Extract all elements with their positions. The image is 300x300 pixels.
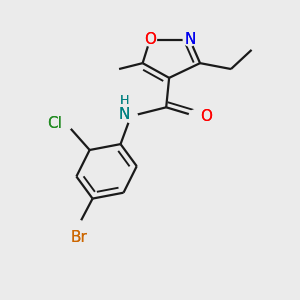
Text: O: O (144, 32, 156, 47)
Circle shape (60, 117, 73, 130)
Circle shape (189, 110, 202, 123)
Circle shape (71, 220, 84, 233)
Text: H: H (120, 94, 129, 107)
Text: Br: Br (71, 230, 88, 245)
Text: Cl: Cl (47, 116, 62, 131)
Circle shape (183, 33, 196, 46)
Circle shape (124, 110, 137, 123)
Text: N: N (118, 107, 129, 122)
Text: O: O (144, 32, 156, 47)
Text: Br: Br (71, 230, 88, 245)
Circle shape (143, 33, 157, 46)
Text: N: N (118, 107, 129, 122)
Text: H: H (120, 94, 129, 107)
Text: O: O (200, 109, 212, 124)
Text: N: N (184, 32, 195, 47)
Text: N: N (184, 32, 195, 47)
Text: Cl: Cl (47, 116, 62, 131)
Text: O: O (200, 109, 212, 124)
